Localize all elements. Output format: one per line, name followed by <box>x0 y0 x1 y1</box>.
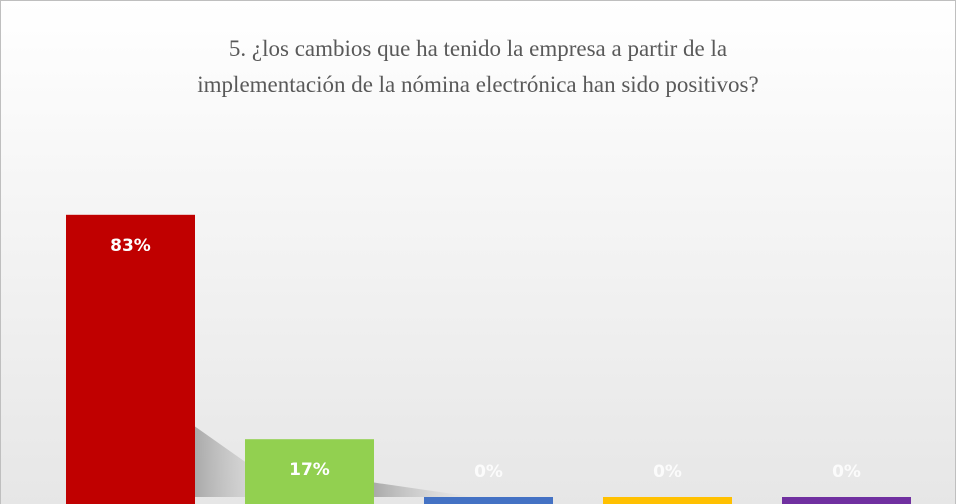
value-label: 0% <box>832 462 861 482</box>
value-label: 17% <box>289 460 330 480</box>
bar <box>245 439 374 504</box>
chart-title-line: implementación de la nómina electrónica … <box>197 72 758 97</box>
bar <box>66 214 195 504</box>
bar-shadow <box>374 482 474 497</box>
value-label: 0% <box>474 462 503 482</box>
value-label: 0% <box>653 462 682 482</box>
chart-title-line: 5. ¿los cambios que ha tenido la empresa… <box>229 36 727 61</box>
value-label: 83% <box>110 236 151 256</box>
bar <box>782 497 911 504</box>
bar <box>424 497 553 504</box>
bar <box>603 497 732 504</box>
